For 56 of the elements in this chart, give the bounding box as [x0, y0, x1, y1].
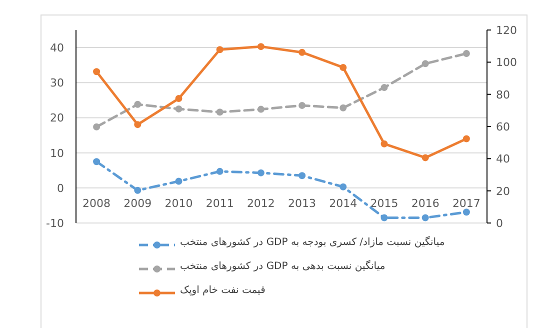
x-tick-label: 2010: [164, 196, 193, 210]
point: [462, 50, 470, 58]
point: [93, 123, 100, 130]
y2-tick-label: 120: [496, 24, 517, 37]
point: [93, 158, 100, 166]
legend-label: میانگین نسبت مازاد/ کسری بودجه به GDP در کشورهای منتخب: [180, 237, 445, 248]
x-tick-label: 2009: [124, 196, 152, 210]
point: [93, 68, 100, 76]
x-tick-label: 2016: [411, 196, 440, 210]
point: [257, 106, 264, 113]
point: [175, 178, 182, 185]
x-tick-label: 2011: [206, 196, 234, 210]
point: [134, 100, 142, 108]
point: [216, 108, 224, 116]
point: [298, 172, 306, 180]
point: [340, 104, 347, 112]
y2-tick-label: 60: [496, 120, 510, 134]
y-tick-label: 40: [50, 42, 64, 55]
point: [134, 121, 142, 128]
y-tick-label: 10: [50, 146, 64, 160]
point: [175, 95, 182, 102]
y-tick-label: 0: [57, 182, 64, 195]
point: [380, 84, 388, 92]
point: [216, 46, 224, 54]
y2-tick-label: 80: [496, 88, 510, 102]
point: [462, 135, 470, 142]
point: [422, 60, 429, 68]
point: [257, 169, 264, 176]
point: [422, 154, 429, 162]
x-tick-label: 2008: [82, 196, 111, 210]
y2-tick-label: 20: [496, 184, 510, 198]
y-tick-label: -10: [46, 217, 64, 230]
point: [134, 186, 142, 194]
x-tick-label: 2012: [246, 196, 275, 210]
point: [298, 48, 306, 56]
y2-tick-label: 100: [496, 56, 517, 70]
point: [462, 208, 470, 216]
point: [340, 183, 347, 190]
legend-label: قیمت نفت خام اوپک: [180, 285, 266, 296]
point: [380, 214, 388, 222]
y-tick-label: 20: [50, 112, 64, 125]
point: [298, 102, 306, 109]
y2-tick-label: 40: [496, 152, 510, 166]
y2-tick-label: 0: [496, 217, 503, 230]
x-tick-label: 2015: [370, 196, 398, 210]
point: [340, 64, 347, 71]
legend-label: میانگین نسبت بدهی به GDP در کشورهای منتخب: [180, 261, 386, 272]
x-tick-label: 2013: [288, 196, 316, 210]
x-tick-label: 2014: [329, 196, 358, 210]
point: [216, 168, 224, 175]
point: [257, 43, 264, 50]
y-tick-label: 30: [50, 76, 64, 90]
point: [175, 105, 182, 112]
point: [380, 140, 388, 148]
point: [422, 214, 429, 222]
x-tick-label: 2017: [452, 196, 480, 210]
